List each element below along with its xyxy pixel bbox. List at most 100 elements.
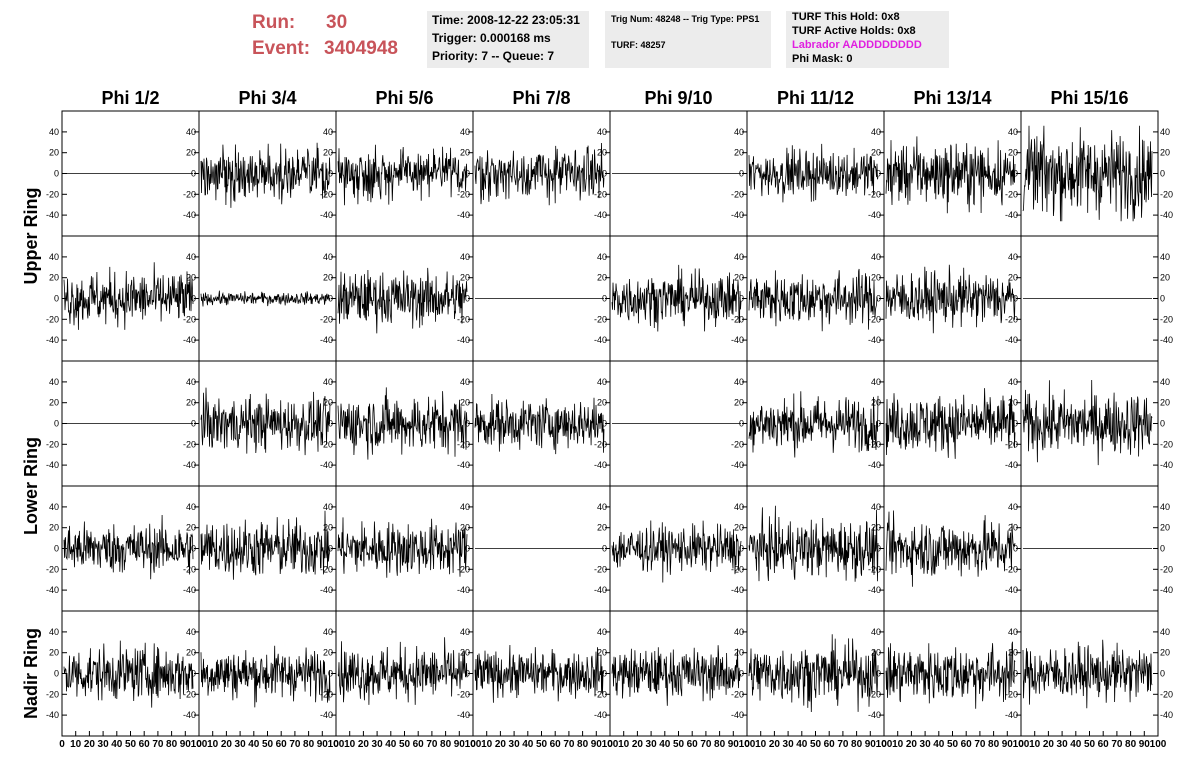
- y-tick-label: 0: [191, 544, 196, 554]
- waveform-trace: [474, 142, 605, 206]
- y-tick-label: 20: [49, 648, 59, 658]
- x-tick-label: 50: [399, 739, 411, 750]
- x-tick-label: 100: [328, 739, 345, 750]
- y-tick-label: 20: [734, 398, 744, 408]
- y-tick-label: 20: [734, 648, 744, 658]
- y-tick-label: -20: [1005, 439, 1018, 449]
- event-label: Event:: [252, 38, 311, 59]
- y-tick-label: -20: [320, 189, 333, 199]
- x-tick-label: 40: [1070, 739, 1082, 750]
- waveform-trace: [337, 387, 468, 460]
- waveform-trace: [63, 514, 194, 580]
- y-tick-label: 20: [734, 148, 744, 158]
- y-tick-label: -40: [320, 335, 333, 345]
- x-tick-label: 0: [881, 739, 887, 750]
- y-tick-label: -40: [1160, 210, 1173, 220]
- waveform-trace: [1022, 639, 1153, 709]
- y-tick-label: -40: [457, 460, 470, 470]
- x-tick-label: 50: [125, 739, 137, 750]
- y-tick-label: -40: [46, 210, 59, 220]
- y-tick-label: 0: [191, 669, 196, 679]
- y-tick-label: -20: [457, 314, 470, 324]
- y-tick-label: -20: [457, 564, 470, 574]
- x-tick-label: 90: [317, 739, 329, 750]
- y-tick-label: 20: [871, 648, 881, 658]
- x-tick-label: 20: [906, 739, 918, 750]
- y-tick-label: 20: [186, 648, 196, 658]
- y-tick-label: 20: [597, 273, 607, 283]
- waveform-trace: [885, 388, 1016, 459]
- y-tick-label: 0: [739, 419, 744, 429]
- x-tick-label: 0: [333, 739, 339, 750]
- y-tick-label: -20: [1160, 314, 1173, 324]
- y-tick-label: 40: [597, 252, 607, 262]
- y-tick-label: 40: [1160, 377, 1170, 387]
- waveform-trace: [885, 510, 1016, 587]
- x-tick-label: 60: [961, 739, 973, 750]
- column-title: Phi 11/12: [777, 88, 854, 108]
- y-tick-label: 20: [49, 398, 59, 408]
- y-tick-label: -20: [1160, 689, 1173, 699]
- waveform-trace: [200, 387, 331, 456]
- y-tick-label: 0: [328, 169, 333, 179]
- y-tick-label: -20: [594, 189, 607, 199]
- y-tick-label: -20: [457, 689, 470, 699]
- y-tick-label: 0: [602, 419, 607, 429]
- y-tick-label: -20: [1160, 564, 1173, 574]
- y-tick-label: 40: [871, 252, 881, 262]
- y-tick-label: 20: [323, 523, 333, 533]
- x-tick-label: 80: [988, 739, 1000, 750]
- y-tick-label: 0: [191, 419, 196, 429]
- y-tick-label: 40: [734, 502, 744, 512]
- x-tick-label: 40: [659, 739, 671, 750]
- y-tick-label: -40: [183, 585, 196, 595]
- y-tick-label: 40: [871, 127, 881, 137]
- x-tick-label: 90: [591, 739, 603, 750]
- y-tick-label: 40: [871, 377, 881, 387]
- y-tick-label: -40: [594, 335, 607, 345]
- x-tick-label: 30: [783, 739, 795, 750]
- x-tick-label: 0: [1018, 739, 1024, 750]
- x-tick-label: 30: [1057, 739, 1069, 750]
- y-tick-label: -20: [731, 689, 744, 699]
- y-tick-label: 0: [54, 419, 59, 429]
- x-tick-label: 40: [796, 739, 808, 750]
- x-tick-label: 0: [607, 739, 613, 750]
- y-tick-label: -40: [868, 460, 881, 470]
- x-tick-label: 80: [714, 739, 726, 750]
- y-tick-label: 20: [1008, 398, 1018, 408]
- y-tick-label: 0: [602, 169, 607, 179]
- y-tick-label: 0: [1013, 169, 1018, 179]
- y-tick-label: 40: [734, 627, 744, 637]
- column-title: Phi 9/10: [644, 88, 712, 108]
- y-tick-label: -40: [731, 335, 744, 345]
- y-tick-label: 20: [871, 148, 881, 158]
- y-tick-label: -40: [457, 585, 470, 595]
- x-tick-label: 70: [974, 739, 986, 750]
- y-tick-label: 20: [186, 398, 196, 408]
- y-tick-label: 40: [597, 377, 607, 387]
- waveform-trace: [1022, 125, 1153, 222]
- y-tick-label: -40: [46, 335, 59, 345]
- y-tick-label: -40: [731, 210, 744, 220]
- x-tick-label: 80: [166, 739, 178, 750]
- x-tick-label: 30: [646, 739, 658, 750]
- y-tick-label: 0: [602, 669, 607, 679]
- waveform-trace: [885, 641, 1016, 709]
- waveform-trace: [63, 640, 194, 708]
- y-tick-label: 40: [460, 252, 470, 262]
- y-tick-label: -40: [868, 335, 881, 345]
- y-tick-label: 0: [739, 294, 744, 304]
- waveform-trace: [474, 393, 605, 455]
- x-tick-label: 70: [563, 739, 575, 750]
- column-title: Phi 13/14: [913, 88, 991, 108]
- x-tick-label: 80: [303, 739, 315, 750]
- y-tick-label: 20: [597, 523, 607, 533]
- y-tick-label: -20: [1160, 189, 1173, 199]
- x-tick-label: 40: [385, 739, 397, 750]
- y-tick-label: 0: [876, 544, 881, 554]
- x-tick-label: 80: [577, 739, 589, 750]
- y-tick-label: 0: [1160, 419, 1165, 429]
- y-tick-label: -40: [183, 710, 196, 720]
